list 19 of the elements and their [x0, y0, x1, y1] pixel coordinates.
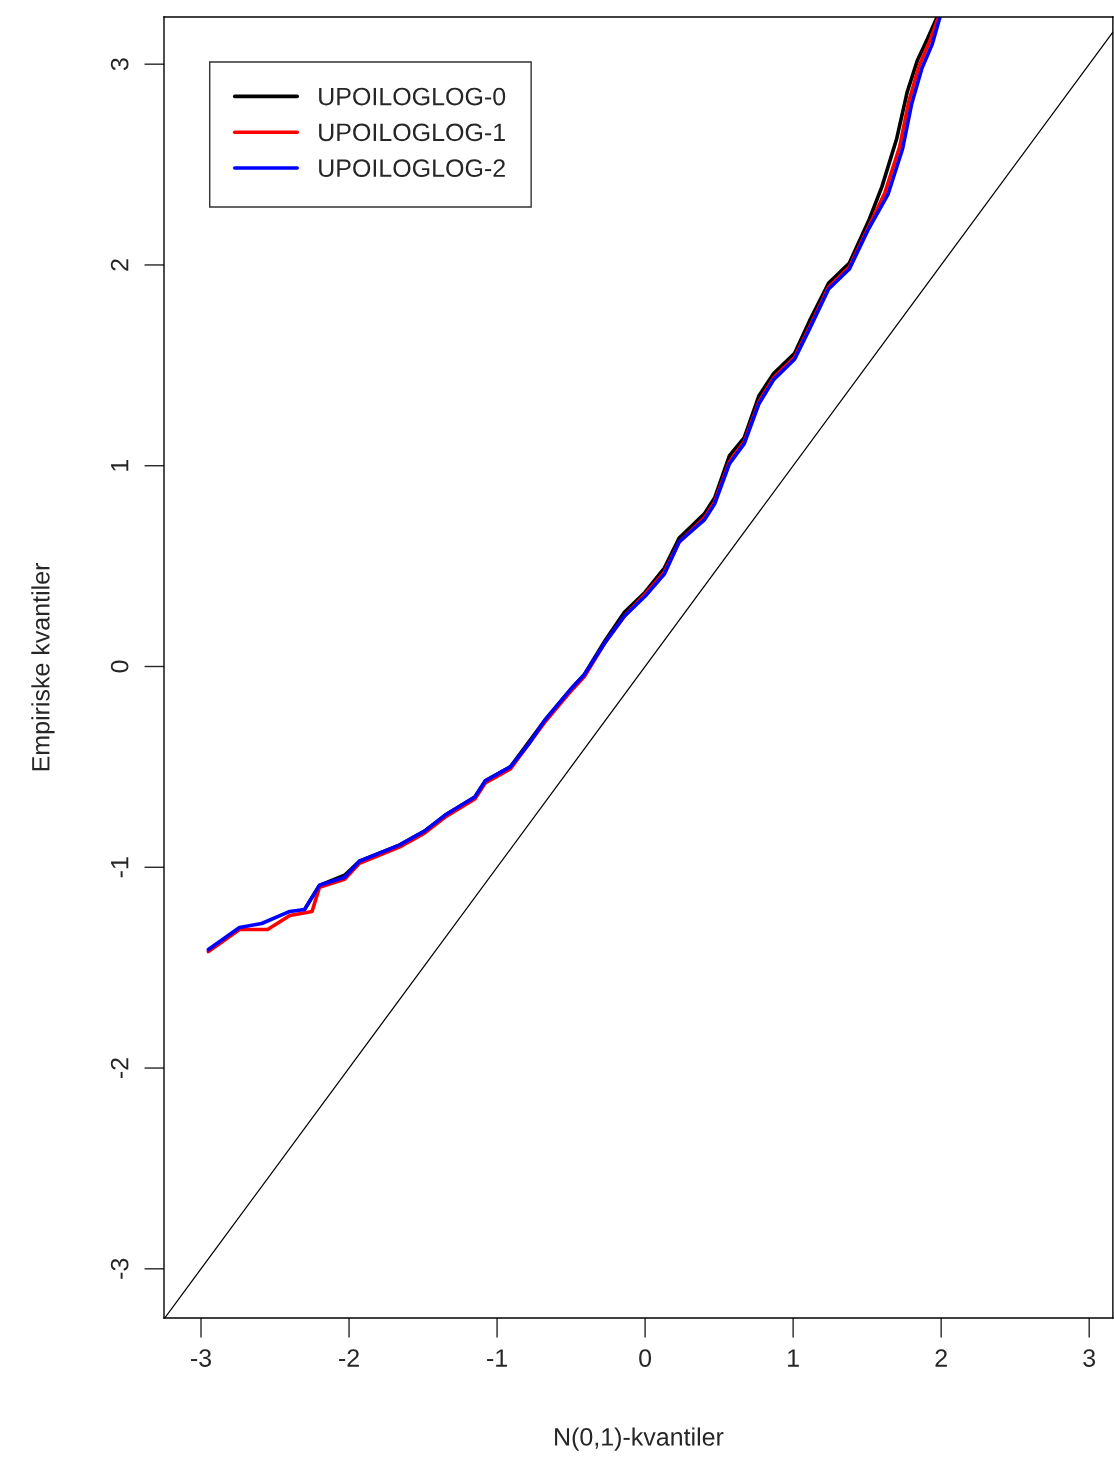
legend-label: UPOILOGLOG-2 [319, 159, 505, 177]
x-tick-label: 1 [788, 1349, 799, 1367]
x-axis-title: N(0,1)-kvantiler [555, 1427, 724, 1451]
y-tick-label: 2 [110, 259, 129, 271]
y-tick-label: 1 [111, 459, 129, 471]
legend-label: UPOILOGLOG-0 [319, 87, 506, 106]
y-tick-label: -2 [110, 1058, 129, 1079]
y-axis-title: Empiriske kvantiler [31, 563, 55, 771]
x-tick-label: -3 [191, 1349, 212, 1367]
x-tick-label: -2 [339, 1349, 359, 1367]
y-tick-label: 3 [110, 58, 129, 71]
y-tick-label: -1 [111, 857, 129, 878]
x-tick-label: 3 [1083, 1349, 1096, 1367]
legend-label: UPOILOGLOG-1 [319, 123, 505, 142]
y-tick-label: 0 [110, 660, 129, 673]
y-tick-label: -3 [110, 1258, 129, 1279]
x-tick-label: -1 [487, 1349, 507, 1367]
x-tick-label: 2 [935, 1349, 947, 1367]
x-tick-label: 0 [639, 1349, 652, 1367]
